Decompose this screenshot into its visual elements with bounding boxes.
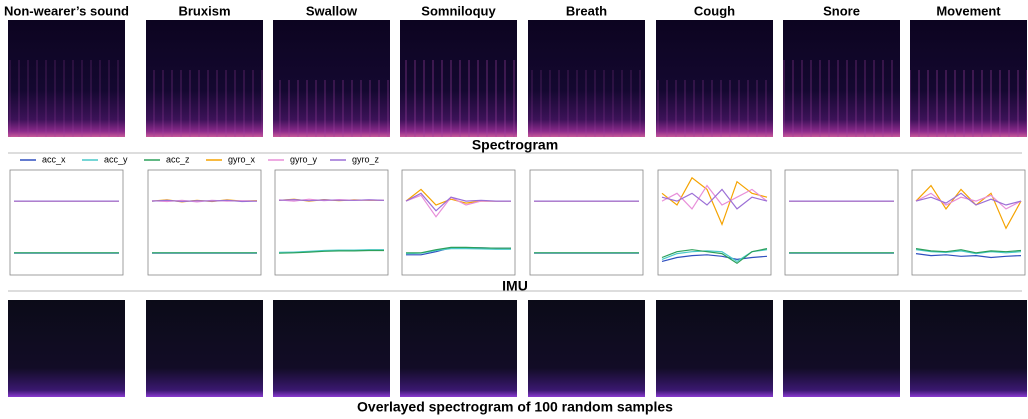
column-title: Cough	[694, 3, 735, 18]
overlay-spectrogram	[273, 300, 390, 397]
legend-label: gyro_z	[352, 154, 380, 164]
legend-label: gyro_x	[228, 154, 256, 164]
spectrogram-texture	[8, 60, 125, 137]
imu-panel	[529, 169, 644, 276]
imu-panel	[9, 169, 124, 276]
imu-line	[278, 249, 384, 253]
spectrogram-texture	[656, 80, 773, 137]
caption: Overlayed spectrogram of 100 random samp…	[357, 399, 673, 415]
legend-label: acc_x	[42, 154, 66, 164]
spectrogram-texture	[528, 70, 645, 137]
column-title: Non-wearer’s sound	[4, 3, 129, 18]
imu-line	[278, 249, 384, 254]
section-label: IMU	[502, 278, 528, 294]
imu-line	[661, 188, 768, 210]
column-title: Swallow	[306, 3, 358, 18]
imu-panel	[784, 169, 899, 276]
column-title: Somniloquy	[421, 3, 496, 18]
overlay-spectrogram	[8, 300, 125, 397]
column-title: Bruxism	[178, 3, 230, 18]
imu-line	[661, 254, 768, 262]
legend-label: acc_y	[104, 154, 128, 164]
spectrogram-texture	[273, 80, 390, 137]
imu-line	[405, 192, 511, 212]
imu-line	[406, 246, 511, 254]
overlay-spectrogram	[910, 300, 1027, 397]
imu-line	[661, 248, 768, 265]
imu-line	[915, 249, 1022, 255]
imu-panel	[657, 169, 772, 276]
column-title: Snore	[823, 3, 860, 18]
column-title: Movement	[936, 3, 1001, 18]
section-label: Spectrogram	[472, 137, 558, 153]
imu-panel	[147, 169, 262, 276]
overlay-spectrogram	[656, 300, 773, 397]
imu-line	[915, 192, 1022, 206]
imu-panel	[274, 169, 389, 276]
legend-label: gyro_y	[290, 154, 318, 164]
overlay-spectrogram	[146, 300, 263, 397]
spectrogram-texture	[400, 60, 517, 137]
overlay-spectrogram	[528, 300, 645, 397]
imu-line	[915, 253, 1022, 259]
spectrogram-texture	[146, 70, 263, 137]
imu-line	[661, 184, 768, 210]
imu-line	[915, 248, 1022, 254]
spectrogram-texture	[783, 60, 900, 137]
overlay-spectrogram	[783, 300, 900, 397]
imu-panel	[911, 169, 1026, 276]
imu-line	[915, 184, 1022, 230]
imu-panel	[401, 169, 516, 276]
legend-label: acc_z	[166, 154, 190, 164]
spectrogram-texture	[910, 70, 1027, 137]
column-title: Breath	[566, 3, 607, 18]
imu-line	[278, 198, 385, 202]
overlay-spectrogram	[400, 300, 517, 397]
imu-line	[151, 199, 258, 203]
